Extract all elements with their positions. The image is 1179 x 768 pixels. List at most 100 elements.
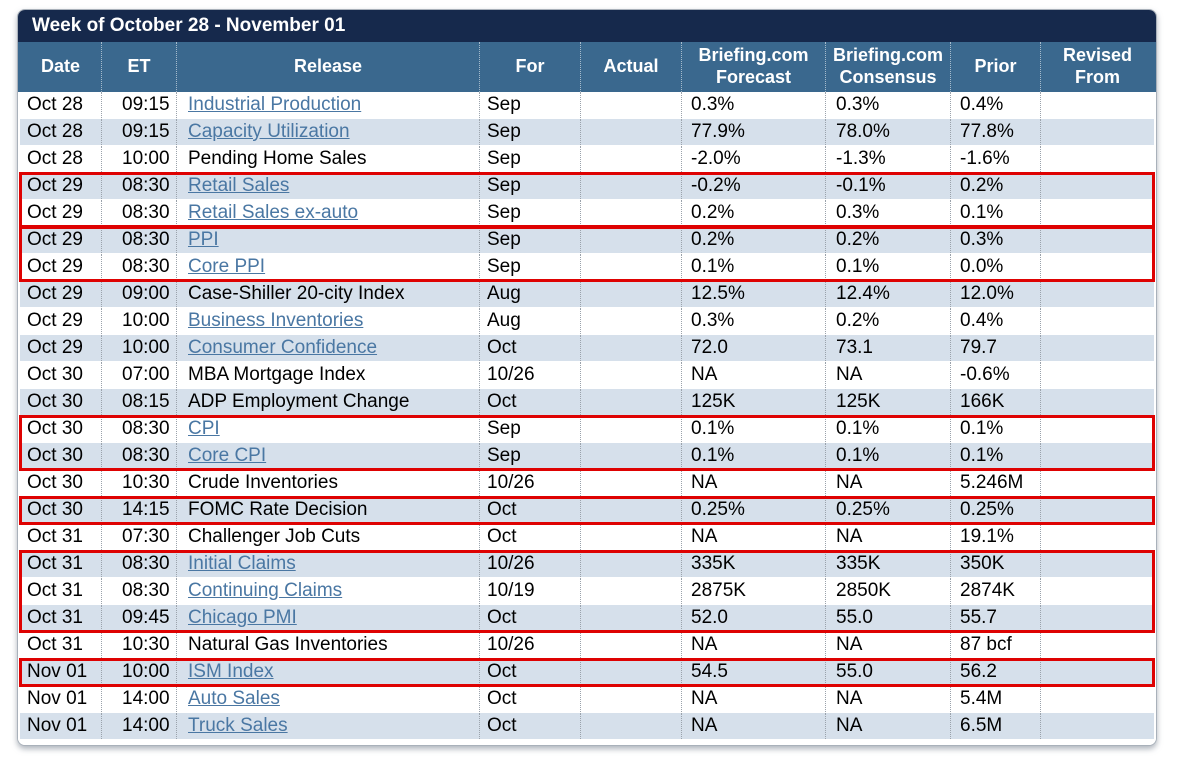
- economic-calendar-table: Week of October 28 - November 01 Date ET R…: [17, 9, 1157, 746]
- cell-et: 10:30: [101, 470, 176, 496]
- cell-actual: [580, 524, 681, 550]
- cell-actual: [580, 362, 681, 388]
- release-link[interactable]: Consumer Confidence: [188, 337, 378, 358]
- release-link[interactable]: Capacity Utilization: [188, 121, 350, 142]
- cell-release: CPI: [176, 416, 479, 442]
- cell-actual: [580, 92, 681, 118]
- cell-et: 10:00: [101, 146, 176, 172]
- cell-release: Pending Home Sales: [176, 146, 479, 172]
- table-row: Oct 29 09:00 Case-Shiller 20-city Index Aug…: [20, 281, 1154, 308]
- cell-for: Aug: [479, 308, 580, 334]
- cell-for: Sep: [479, 200, 580, 226]
- cell-date: Oct 30: [27, 445, 83, 466]
- release-link[interactable]: Continuing Claims: [188, 580, 343, 601]
- cell-actual: [580, 578, 681, 604]
- highlight-group: Oct 31 08:30 Initial Claims 10/26 335K 335K 35…: [19, 550, 1155, 633]
- cell-consensus: 0.1%: [825, 443, 950, 469]
- cell-et: 09:15: [101, 92, 176, 118]
- cell-et: 14:00: [101, 713, 176, 739]
- cell-et: 09:00: [101, 281, 176, 307]
- cell-actual: [580, 281, 681, 307]
- cell-actual: [580, 146, 681, 172]
- cell-revised: [1040, 632, 1154, 658]
- table-row: Oct 30 08:30 Core CPI Sep 0.1% 0.1% 0.1%: [20, 443, 1154, 470]
- table-row: Oct 30 07:00 MBA Mortgage Index 10/26 NA NA -0…: [20, 362, 1154, 389]
- cell-release: MBA Mortgage Index: [176, 362, 479, 388]
- cell-revised: [1040, 227, 1154, 253]
- release-link[interactable]: Retail Sales: [188, 175, 290, 196]
- cell-prior: 19.1%: [950, 524, 1040, 550]
- cell-for: 10/26: [479, 362, 580, 388]
- cell-revised: [1040, 497, 1154, 523]
- cell-consensus: NA: [825, 362, 950, 388]
- cell-actual: [580, 308, 681, 334]
- cell-for: 10/26: [479, 470, 580, 496]
- release-link[interactable]: Retail Sales ex-auto: [188, 202, 359, 223]
- cell-actual: [580, 497, 681, 523]
- cell-actual: [580, 686, 681, 712]
- cell-prior: -0.6%: [950, 362, 1040, 388]
- calendar-week-title: Week of October 28 - November 01: [18, 10, 1156, 42]
- cell-date: Oct 30: [27, 364, 83, 385]
- cell-actual: [580, 605, 681, 631]
- cell-date: Oct 28: [27, 94, 83, 115]
- cell-actual: [580, 389, 681, 415]
- cell-actual: [580, 200, 681, 226]
- cell-date: Nov 01: [27, 715, 88, 736]
- table-row: Oct 29 08:30 Retail Sales Sep -0.2% -0.1% 0.2%: [20, 173, 1154, 200]
- cell-revised: [1040, 362, 1154, 388]
- cell-revised: [1040, 524, 1154, 550]
- cell-for: Oct: [479, 605, 580, 631]
- release-link[interactable]: Core PPI: [188, 256, 266, 277]
- cell-date: Oct 31: [27, 553, 83, 574]
- release-link[interactable]: Initial Claims: [188, 553, 296, 574]
- cell-et: 10:30: [101, 632, 176, 658]
- cell-prior: 77.8%: [950, 119, 1040, 145]
- cell-consensus: NA: [825, 713, 950, 739]
- cell-revised: [1040, 713, 1154, 739]
- cell-for: Sep: [479, 92, 580, 118]
- cell-consensus: -0.1%: [825, 173, 950, 199]
- cell-forecast: 2875K: [681, 578, 825, 604]
- table-row: Oct 28 09:15 Industrial Production Sep 0.3% 0…: [20, 92, 1154, 119]
- cell-date: Oct 29: [27, 337, 83, 358]
- cell-prior: 0.0%: [950, 254, 1040, 280]
- cell-et: 08:30: [101, 173, 176, 199]
- cell-for: Oct: [479, 686, 580, 712]
- cell-for: 10/26: [479, 632, 580, 658]
- cell-release: Business Inventories: [176, 308, 479, 334]
- release-link[interactable]: ISM Index: [188, 661, 274, 682]
- release-link[interactable]: Industrial Production: [188, 94, 362, 115]
- cell-date: Oct 31: [27, 580, 83, 601]
- cell-consensus: 0.1%: [825, 254, 950, 280]
- cell-consensus: 55.0: [825, 659, 950, 685]
- cell-actual: [580, 713, 681, 739]
- cell-forecast: NA: [681, 470, 825, 496]
- release-link[interactable]: Business Inventories: [188, 310, 364, 331]
- cell-consensus: NA: [825, 632, 950, 658]
- cell-forecast: 0.3%: [681, 92, 825, 118]
- cell-forecast: NA: [681, 524, 825, 550]
- release-link[interactable]: Core CPI: [188, 445, 267, 466]
- column-header-consensus: Briefing.com Consensus: [825, 42, 950, 92]
- cell-date: Oct 28: [27, 148, 83, 169]
- cell-consensus: 55.0: [825, 605, 950, 631]
- release-link[interactable]: PPI: [188, 229, 219, 250]
- cell-for: Aug: [479, 281, 580, 307]
- cell-revised: [1040, 416, 1154, 442]
- cell-consensus: 0.3%: [825, 92, 950, 118]
- cell-revised: [1040, 389, 1154, 415]
- cell-release: Case-Shiller 20-city Index: [176, 281, 479, 307]
- cell-consensus: 0.2%: [825, 308, 950, 334]
- cell-et: 10:00: [101, 308, 176, 334]
- cell-consensus: 73.1: [825, 335, 950, 361]
- release-link[interactable]: CPI: [188, 418, 220, 439]
- cell-actual: [580, 632, 681, 658]
- cell-forecast: 0.2%: [681, 200, 825, 226]
- release-link[interactable]: Chicago PMI: [188, 607, 297, 628]
- cell-revised: [1040, 551, 1154, 577]
- release-link[interactable]: Auto Sales: [188, 688, 280, 709]
- cell-for: Sep: [479, 254, 580, 280]
- release-link[interactable]: Truck Sales: [188, 715, 288, 736]
- table-row: Oct 30 10:30 Crude Inventories 10/26 NA NA 5.2…: [20, 470, 1154, 497]
